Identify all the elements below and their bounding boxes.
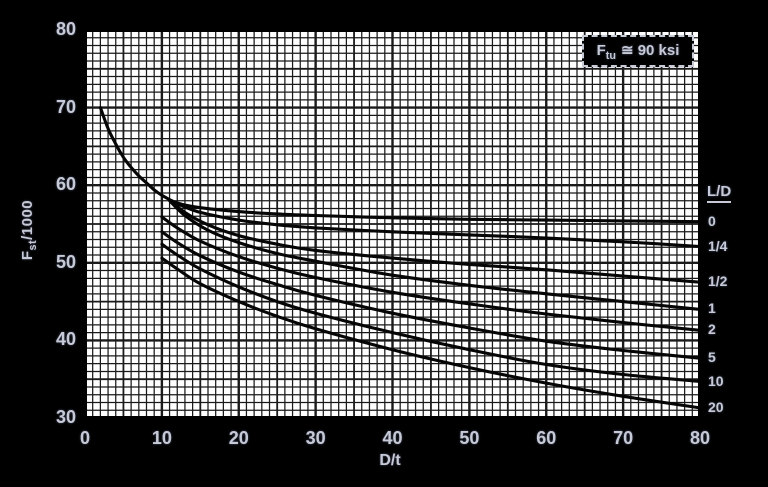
x-tick-label: 10 — [151, 428, 172, 448]
x-tick-label: 0 — [79, 428, 91, 448]
curve-ld-20 — [160, 256, 702, 410]
series-label-ld-1: 1 — [708, 300, 716, 317]
x-tick-label: 30 — [305, 428, 326, 448]
series-label-ld-1-4: 1/4 — [708, 237, 728, 254]
series-label-ld-10: 10 — [708, 372, 724, 389]
y-tick-label: 40 — [55, 329, 76, 350]
y-tick-label: 60 — [55, 174, 76, 195]
plot-border — [83, 28, 702, 420]
annotation-value: ≅ 90 ksi — [620, 41, 680, 59]
annotation-text: Ftu ≅ 90 ksi — [597, 41, 680, 62]
curve-ld-1 — [168, 199, 702, 311]
annotation-subscript: tu — [605, 49, 616, 62]
y-tick-label: 30 — [55, 407, 76, 427]
annotation-symbol: F — [596, 41, 606, 59]
curve-ld-1-2 — [168, 198, 702, 284]
y-tick-label: 50 — [55, 251, 76, 272]
x-tick-label: 60 — [536, 428, 557, 448]
series-label-ld-2: 2 — [708, 321, 716, 338]
curve-ld-10 — [160, 242, 702, 384]
y-tick-label: 80 — [55, 19, 76, 39]
y-axis-denominator: /1000 — [19, 199, 36, 240]
curve-ld-1-4 — [175, 202, 702, 249]
x-tick-label: 50 — [459, 428, 480, 448]
x-tick-label: 20 — [228, 428, 249, 448]
y-tick-label: 70 — [55, 96, 76, 117]
series-label-ld-1-2: 1/2 — [708, 273, 728, 290]
x-tick-label: 70 — [613, 428, 634, 448]
x-axis-title: D/t — [379, 452, 401, 469]
series-label-ld-20: 20 — [708, 398, 724, 415]
legend-header: L/D — [707, 183, 732, 203]
series-label-ld-0: 0 — [708, 212, 716, 229]
x-tick-label: 80 — [689, 428, 711, 448]
annotation-box: Ftu ≅ 90 ksi — [582, 35, 694, 67]
x-tick-label: 40 — [382, 428, 403, 448]
series-label-ld-5: 5 — [708, 349, 716, 366]
curve-ld-5 — [160, 230, 702, 360]
curve-ld-2 — [160, 215, 702, 332]
y-axis-subscript: st — [27, 239, 39, 251]
